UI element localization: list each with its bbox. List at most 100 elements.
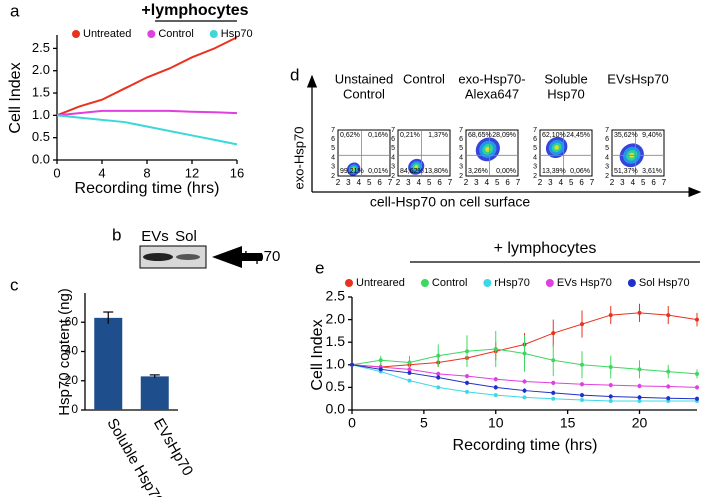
- x-tick-label: 5: [495, 178, 500, 187]
- y-tick-label: 20: [65, 373, 79, 387]
- x-tick-label: 4: [485, 178, 490, 187]
- legend-swatch: [420, 279, 429, 287]
- y-tick-label: 40: [65, 344, 79, 358]
- x-tick-label: 20: [632, 415, 648, 431]
- y-tick-label: 4: [391, 154, 395, 161]
- data-point: [551, 358, 556, 363]
- y-tick-label: 7: [331, 127, 335, 134]
- x-tick-label: 6: [377, 178, 382, 187]
- y-tick-label: 4: [605, 154, 609, 161]
- x-tick-label: 0: [348, 415, 356, 431]
- x-tick-label: 5: [569, 178, 574, 187]
- y-tick-label: 0.0: [32, 151, 50, 166]
- legend-label: Control: [432, 277, 467, 289]
- data-point: [522, 379, 527, 384]
- quadrant-percent: 13,39%: [542, 168, 566, 175]
- plot-frame: [397, 129, 451, 177]
- legend-label: rHsp70: [494, 277, 529, 289]
- data-point: [407, 360, 412, 365]
- chart-title: +lymphocytes: [141, 2, 248, 19]
- data-point: [436, 353, 441, 358]
- data-point: [436, 371, 441, 376]
- y-tick-label: 6: [331, 136, 335, 143]
- legend-label: Hsp70: [221, 28, 253, 40]
- legend-swatch: [209, 30, 218, 38]
- data-point: [608, 365, 613, 370]
- y-tick-label: 2.0: [32, 62, 50, 77]
- y-tick-label: 0.0: [326, 401, 346, 417]
- plot-title: Hsp70: [547, 86, 585, 101]
- data-point: [608, 313, 613, 318]
- data-point: [637, 398, 642, 403]
- bar: [140, 376, 169, 410]
- data-point: [580, 362, 584, 367]
- data-point: [695, 317, 699, 322]
- y-tick-label: 5: [459, 145, 463, 152]
- x-axis-label: Recording time (hrs): [75, 180, 220, 197]
- data-point: [436, 385, 441, 390]
- legend-swatch: [483, 279, 492, 287]
- blot-target: Hsp70: [237, 248, 280, 265]
- data-point: [378, 358, 383, 363]
- quadrant-percent: 68,65%: [468, 132, 492, 139]
- density: [414, 165, 418, 169]
- panel-letter: a: [10, 1, 20, 20]
- data-point: [608, 383, 613, 388]
- legend-label: Sol Hsp70: [639, 277, 690, 289]
- quadrant-percent: 0,62%: [340, 132, 360, 139]
- y-axis-label: Hsp70 content (ng): [56, 288, 73, 416]
- y-tick-label: 2: [605, 173, 609, 180]
- x-tick-label: 3: [474, 178, 479, 187]
- legend-label: Control: [158, 28, 193, 40]
- x-tick-label: 2: [464, 178, 469, 187]
- data-point: [522, 351, 527, 356]
- chart-title: + lymphocytes: [494, 240, 597, 257]
- y-tick-label: 3: [331, 164, 335, 171]
- quadrant-percent: 0,01%: [368, 168, 388, 175]
- quadrant-percent: 99,21%: [340, 168, 364, 175]
- data-point: [522, 395, 527, 400]
- x-tick-label: 2: [336, 178, 341, 187]
- x-tick-label: 2: [610, 178, 615, 187]
- data-point: [551, 380, 556, 385]
- x-tick-label: 4: [357, 178, 362, 187]
- x-tick-label: 6: [437, 178, 442, 187]
- y-tick-label: 3: [459, 164, 463, 171]
- quadrant-percent: 35,62%: [614, 132, 638, 139]
- data-point: [637, 367, 642, 372]
- y-tick-label: 1.5: [326, 333, 346, 349]
- y-tick-label: 2.5: [326, 288, 346, 304]
- x-tick-label: 16: [230, 165, 244, 180]
- y-axis-label: Cell Index: [7, 62, 24, 133]
- y-tick-label: 5: [391, 145, 395, 152]
- data-point: [666, 313, 671, 318]
- y-tick-label: 5: [533, 145, 537, 152]
- panel-letter: e: [315, 258, 324, 277]
- series-line: [56, 36, 238, 117]
- data-point: [465, 349, 469, 354]
- series-line: [56, 109, 238, 117]
- legend-swatch: [147, 30, 156, 38]
- panel-letter: d: [290, 65, 299, 84]
- quadrant-percent: 3,26%: [468, 168, 488, 175]
- data-point: [407, 378, 412, 383]
- data-point: [666, 384, 671, 389]
- x-tick-label: 3: [548, 178, 553, 187]
- quadrant-percent: 24,45%: [566, 132, 590, 139]
- plot-frame: [337, 129, 391, 177]
- lane-label: Sol: [175, 228, 197, 245]
- blot-arrow: [212, 246, 262, 268]
- legend-label: Untreared: [356, 277, 405, 289]
- data-point: [666, 396, 671, 401]
- x-tick-label: 5: [420, 415, 428, 431]
- data-point: [666, 369, 671, 374]
- x-tick-label: 12: [185, 165, 199, 180]
- data-point: [407, 370, 412, 375]
- data-point: [637, 384, 642, 389]
- x-tick-label: 2: [396, 178, 401, 187]
- y-tick-label: 6: [391, 136, 395, 143]
- x-tick-label: 5: [641, 178, 646, 187]
- plot-title: Control: [343, 86, 385, 101]
- y-tick-label: 4: [459, 154, 463, 161]
- y-tick-label: 7: [459, 127, 463, 134]
